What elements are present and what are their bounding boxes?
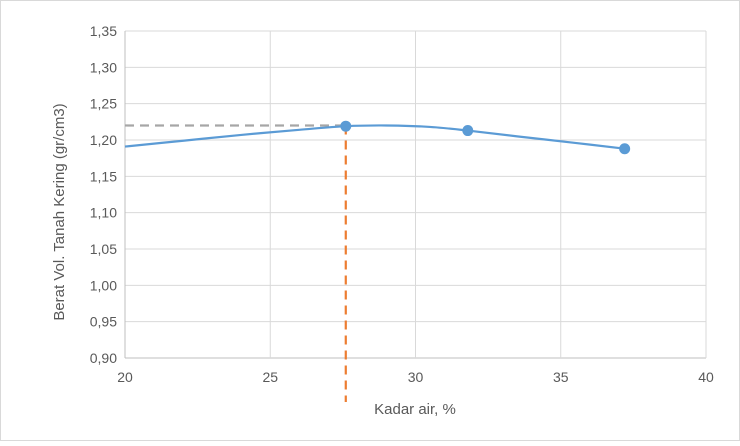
- reference-lines: [125, 124, 347, 402]
- y-axis-label: Berat Vol. Tanah Kering (gr/cm3): [51, 103, 68, 320]
- x-tick-label: 40: [698, 369, 714, 385]
- series-layer: [124, 120, 631, 155]
- tick-labels: 0,90 0,95 1,00 1,05 1,10 1,15 1,20 1,25 1,30 1,35…: [90, 23, 714, 385]
- x-tick-label: 35: [553, 369, 569, 385]
- y-tick-label: 0,95: [90, 314, 117, 330]
- data-point: [619, 143, 631, 155]
- y-tick-label: 0,90: [90, 350, 117, 366]
- grid-layer: [124, 30, 707, 359]
- data-point: [340, 120, 352, 132]
- y-tick-label: 1,25: [90, 96, 117, 112]
- x-tick-label: 30: [408, 369, 424, 385]
- y-tick-label: 1,35: [90, 23, 117, 39]
- series-line: [124, 124, 625, 150]
- data-point: [462, 125, 474, 137]
- y-tick-label: 1,20: [90, 132, 117, 148]
- x-axis-label: Kadar air, %: [374, 401, 456, 418]
- y-tick-label: 1,15: [90, 168, 117, 184]
- y-tick-label: 1,00: [90, 277, 117, 293]
- x-tick-label: 20: [117, 369, 133, 385]
- y-tick-label: 1,10: [90, 205, 117, 221]
- y-tick-label: 1,30: [90, 59, 117, 75]
- y-tick-label: 1,05: [90, 241, 117, 257]
- x-tick-label: 25: [262, 369, 278, 385]
